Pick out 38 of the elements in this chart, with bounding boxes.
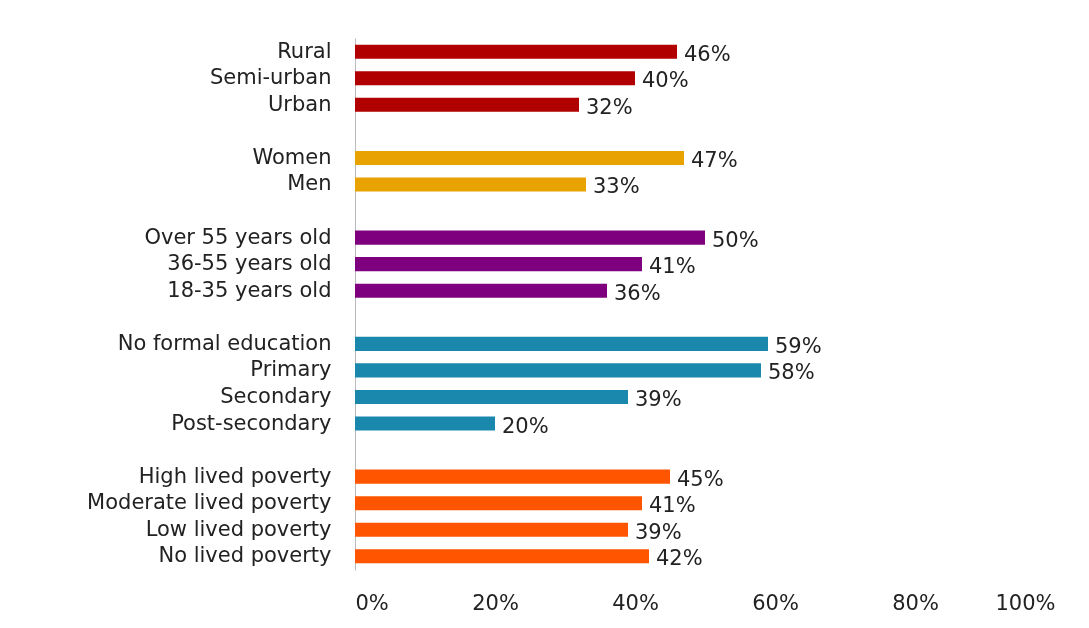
data-label: 32%: [586, 94, 633, 119]
data-label: 45%: [677, 466, 724, 491]
data-label: 41%: [649, 254, 696, 279]
data-label: 36%: [614, 280, 661, 305]
y-tick-label: Rural: [277, 38, 332, 63]
x-tick-label: 100%: [995, 590, 1056, 615]
y-tick-label: No formal education: [117, 330, 332, 355]
y-tick-label: Women: [252, 144, 332, 169]
data-label: 20%: [502, 413, 549, 438]
y-tick-label: Post-secondary: [171, 410, 332, 435]
y-tick-label: 36-55 years old: [167, 251, 332, 276]
x-tick-label: 20%: [472, 590, 519, 615]
x-tick-label: 0%: [355, 590, 389, 615]
data-label: 39%: [635, 519, 682, 544]
data-label: 39%: [635, 386, 682, 411]
data-label: 42%: [656, 546, 703, 571]
data-label: 47%: [691, 147, 738, 172]
x-tick-label: 80%: [892, 590, 939, 615]
y-tick-label: No lived poverty: [158, 543, 332, 568]
y-tick-label: Over 55 years old: [144, 224, 332, 249]
y-tick-label: Low lived poverty: [145, 516, 332, 541]
x-tick-label: 60%: [752, 590, 799, 615]
data-label: 33%: [593, 174, 640, 199]
data-label: 58%: [768, 360, 815, 385]
data-label: 41%: [649, 493, 696, 518]
data-label: 59%: [775, 333, 822, 358]
x-tick-label: 40%: [612, 590, 659, 615]
y-tick-label: Urban: [267, 91, 332, 116]
y-tick-label: Semi-urban: [209, 65, 332, 90]
y-tick-label: Secondary: [220, 383, 332, 408]
data-label: 46%: [684, 41, 731, 66]
data-label: 40%: [642, 68, 689, 93]
data-label: 50%: [712, 227, 759, 252]
y-tick-label: Moderate lived poverty: [87, 490, 332, 515]
y-tick-label: 18-35 years old: [167, 277, 332, 302]
y-tick-label: Primary: [250, 357, 332, 382]
y-tick-label: High lived poverty: [138, 463, 332, 488]
y-tick-label: Men: [287, 171, 332, 196]
